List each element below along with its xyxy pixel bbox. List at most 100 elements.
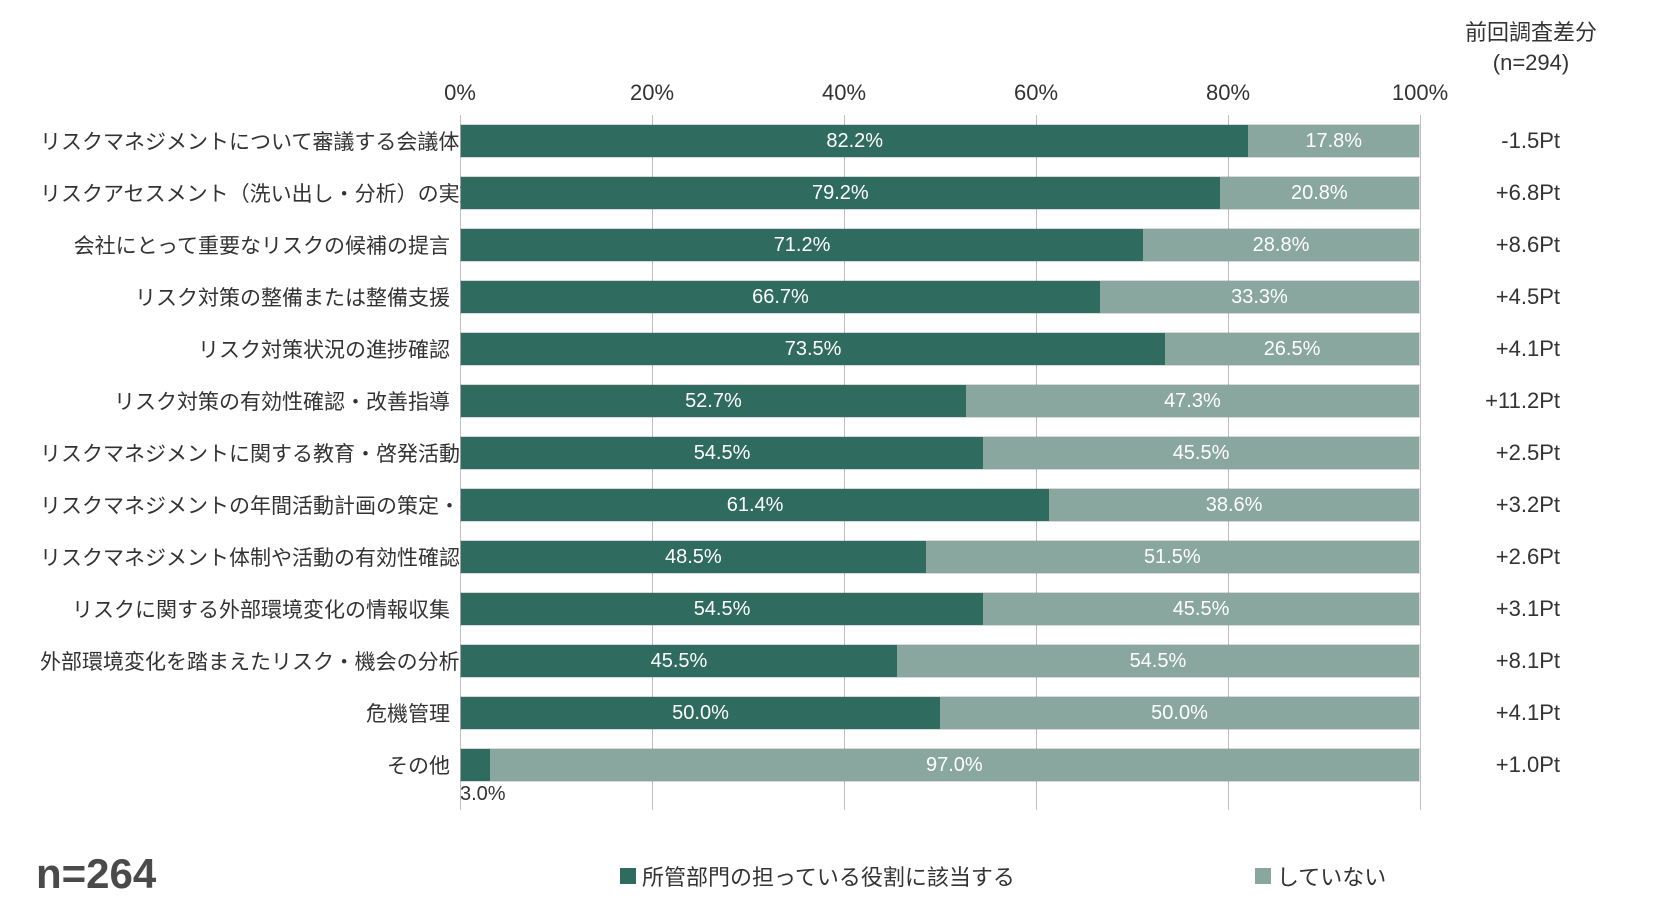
row-category-label: リスクマネジメントに関する教育・啓発活動 <box>40 438 460 468</box>
bar-area: 54.5%45.5% <box>460 427 1420 479</box>
row-diff-value: +4.1Pt <box>1420 700 1560 726</box>
bar-area: 79.2%20.8% <box>460 167 1420 219</box>
bar-segment-b: 47.3% <box>966 385 1419 417</box>
bar-segment-a: 82.2% <box>461 125 1248 157</box>
bar-area: 71.2%28.8% <box>460 219 1420 271</box>
external-value-label: 3.0% <box>460 783 506 806</box>
legend-swatch-a <box>620 868 636 884</box>
bar-track: 50.0%50.0% <box>460 696 1420 730</box>
bar-segment-a: 66.7% <box>461 281 1100 313</box>
row-category-label: リスクマネジメントについて審議する会議体の事務局機能 <box>40 126 460 156</box>
bar-segment-b: 20.8% <box>1220 177 1419 209</box>
bar-segment-a <box>461 749 490 781</box>
bar-segment-b: 45.5% <box>983 593 1419 625</box>
bar-track: 54.5%45.5% <box>460 436 1420 470</box>
row-category-label: リスク対策状況の進捗確認 <box>40 334 460 364</box>
legend-swatch-b <box>1255 868 1271 884</box>
bar-track: 52.7%47.3% <box>460 384 1420 418</box>
row-category-label: 外部環境変化を踏まえたリスク・機会の分析 <box>40 646 460 676</box>
legend-item-a: 所管部門の担っている役割に該当する <box>620 860 1015 892</box>
chart-row: その他97.0%3.0%+1.0Pt <box>40 739 1617 791</box>
bar-area: 50.0%50.0% <box>460 687 1420 739</box>
bar-area: 97.0%3.0% <box>460 739 1420 791</box>
bar-track: 82.2%17.8% <box>460 124 1420 158</box>
bar-area: 73.5%26.5% <box>460 323 1420 375</box>
chart-row: 危機管理50.0%50.0%+4.1Pt <box>40 687 1617 739</box>
row-diff-value: +1.0Pt <box>1420 752 1560 778</box>
bar-track: 71.2%28.8% <box>460 228 1420 262</box>
sample-size-label: n=264 <box>36 850 156 898</box>
bar-segment-b: 45.5% <box>983 437 1419 469</box>
row-diff-value: +8.6Pt <box>1420 232 1560 258</box>
row-diff-value: +4.5Pt <box>1420 284 1560 310</box>
header-diff-line1: 前回調査差分 <box>1465 18 1597 48</box>
bar-segment-b: 54.5% <box>897 645 1419 677</box>
row-diff-value: +3.2Pt <box>1420 492 1560 518</box>
chart-row: リスク対策状況の進捗確認73.5%26.5%+4.1Pt <box>40 323 1617 375</box>
row-diff-value: +2.6Pt <box>1420 544 1560 570</box>
row-diff-value: +6.8Pt <box>1420 180 1560 206</box>
row-category-label: リスクマネジメント体制や活動の有効性確認 <box>40 542 460 572</box>
chart-row: 会社にとって重要なリスクの候補の提言71.2%28.8%+8.6Pt <box>40 219 1617 271</box>
chart-row: リスクマネジメント体制や活動の有効性確認48.5%51.5%+2.6Pt <box>40 531 1617 583</box>
row-category-label: リスクに関する外部環境変化の情報収集 <box>40 594 460 624</box>
bar-area: 45.5%54.5% <box>460 635 1420 687</box>
bar-segment-a: 54.5% <box>461 593 983 625</box>
bar-track: 54.5%45.5% <box>460 592 1420 626</box>
row-category-label: リスクマネジメントの年間活動計画の策定・推進 <box>40 490 460 520</box>
bar-segment-b: 28.8% <box>1143 229 1419 261</box>
row-diff-value: +11.2Pt <box>1420 388 1560 414</box>
chart-row: リスク対策の整備または整備支援66.7%33.3%+4.5Pt <box>40 271 1617 323</box>
bar-segment-a: 45.5% <box>461 645 897 677</box>
header-diff-line2: (n=294) <box>1465 48 1597 78</box>
legend: 所管部門の担っている役割に該当する していない <box>620 860 1386 892</box>
bar-segment-a: 50.0% <box>461 697 940 729</box>
bar-segment-b: 51.5% <box>926 541 1419 573</box>
bar-area: 54.5%45.5% <box>460 583 1420 635</box>
row-diff-value: +2.5Pt <box>1420 440 1560 466</box>
bar-segment-b: 33.3% <box>1100 281 1419 313</box>
bar-segment-a: 79.2% <box>461 177 1220 209</box>
row-diff-value: -1.5Pt <box>1420 128 1560 154</box>
row-category-label: リスク対策の整備または整備支援 <box>40 282 460 312</box>
bar-segment-b: 17.8% <box>1248 125 1419 157</box>
chart-row: リスクに関する外部環境変化の情報収集54.5%45.5%+3.1Pt <box>40 583 1617 635</box>
bar-area: 52.7%47.3% <box>460 375 1420 427</box>
bar-track: 61.4%38.6% <box>460 488 1420 522</box>
chart-container: 前回調査差分 (n=294) 0%20%40%60%80%100% リスクマネジ… <box>0 0 1657 922</box>
bar-track: 79.2%20.8% <box>460 176 1420 210</box>
row-category-label: リスク対策の有効性確認・改善指導 <box>40 386 460 416</box>
row-diff-value: +8.1Pt <box>1420 648 1560 674</box>
bar-segment-a: 61.4% <box>461 489 1049 521</box>
bar-segment-b: 26.5% <box>1165 333 1419 365</box>
row-diff-value: +3.1Pt <box>1420 596 1560 622</box>
row-category-label: その他 <box>40 750 460 780</box>
row-diff-value: +4.1Pt <box>1420 336 1560 362</box>
bar-area: 48.5%51.5% <box>460 531 1420 583</box>
legend-label-a: 所管部門の担っている役割に該当する <box>642 860 1015 892</box>
bar-segment-a: 73.5% <box>461 333 1165 365</box>
bar-segment-a: 52.7% <box>461 385 966 417</box>
chart-row: 外部環境変化を踏まえたリスク・機会の分析45.5%54.5%+8.1Pt <box>40 635 1617 687</box>
bar-track: 45.5%54.5% <box>460 644 1420 678</box>
chart-body: リスクマネジメントについて審議する会議体の事務局機能82.2%17.8%-1.5… <box>40 80 1617 842</box>
bar-area: 66.7%33.3% <box>460 271 1420 323</box>
bar-track: 48.5%51.5% <box>460 540 1420 574</box>
legend-item-b: していない <box>1255 860 1386 892</box>
legend-label-b: していない <box>1277 860 1386 892</box>
bar-segment-a: 48.5% <box>461 541 926 573</box>
row-category-label: 危機管理 <box>40 698 460 728</box>
bar-segment-a: 54.5% <box>461 437 983 469</box>
chart-row: リスクマネジメントに関する教育・啓発活動54.5%45.5%+2.5Pt <box>40 427 1617 479</box>
chart-row: リスク対策の有効性確認・改善指導52.7%47.3%+11.2Pt <box>40 375 1617 427</box>
chart-row: リスクマネジメントについて審議する会議体の事務局機能82.2%17.8%-1.5… <box>40 115 1617 167</box>
bar-area: 82.2%17.8% <box>460 115 1420 167</box>
row-category-label: リスクアセスメント（洗い出し・分析）の実施 <box>40 178 460 208</box>
bar-area: 61.4%38.6% <box>460 479 1420 531</box>
header-diff-title: 前回調査差分 (n=294) <box>1465 18 1597 77</box>
row-category-label: 会社にとって重要なリスクの候補の提言 <box>40 230 460 260</box>
bar-segment-a: 71.2% <box>461 229 1143 261</box>
bar-segment-b: 38.6% <box>1049 489 1419 521</box>
bar-segment-b: 97.0% <box>490 749 1419 781</box>
bar-track: 66.7%33.3% <box>460 280 1420 314</box>
